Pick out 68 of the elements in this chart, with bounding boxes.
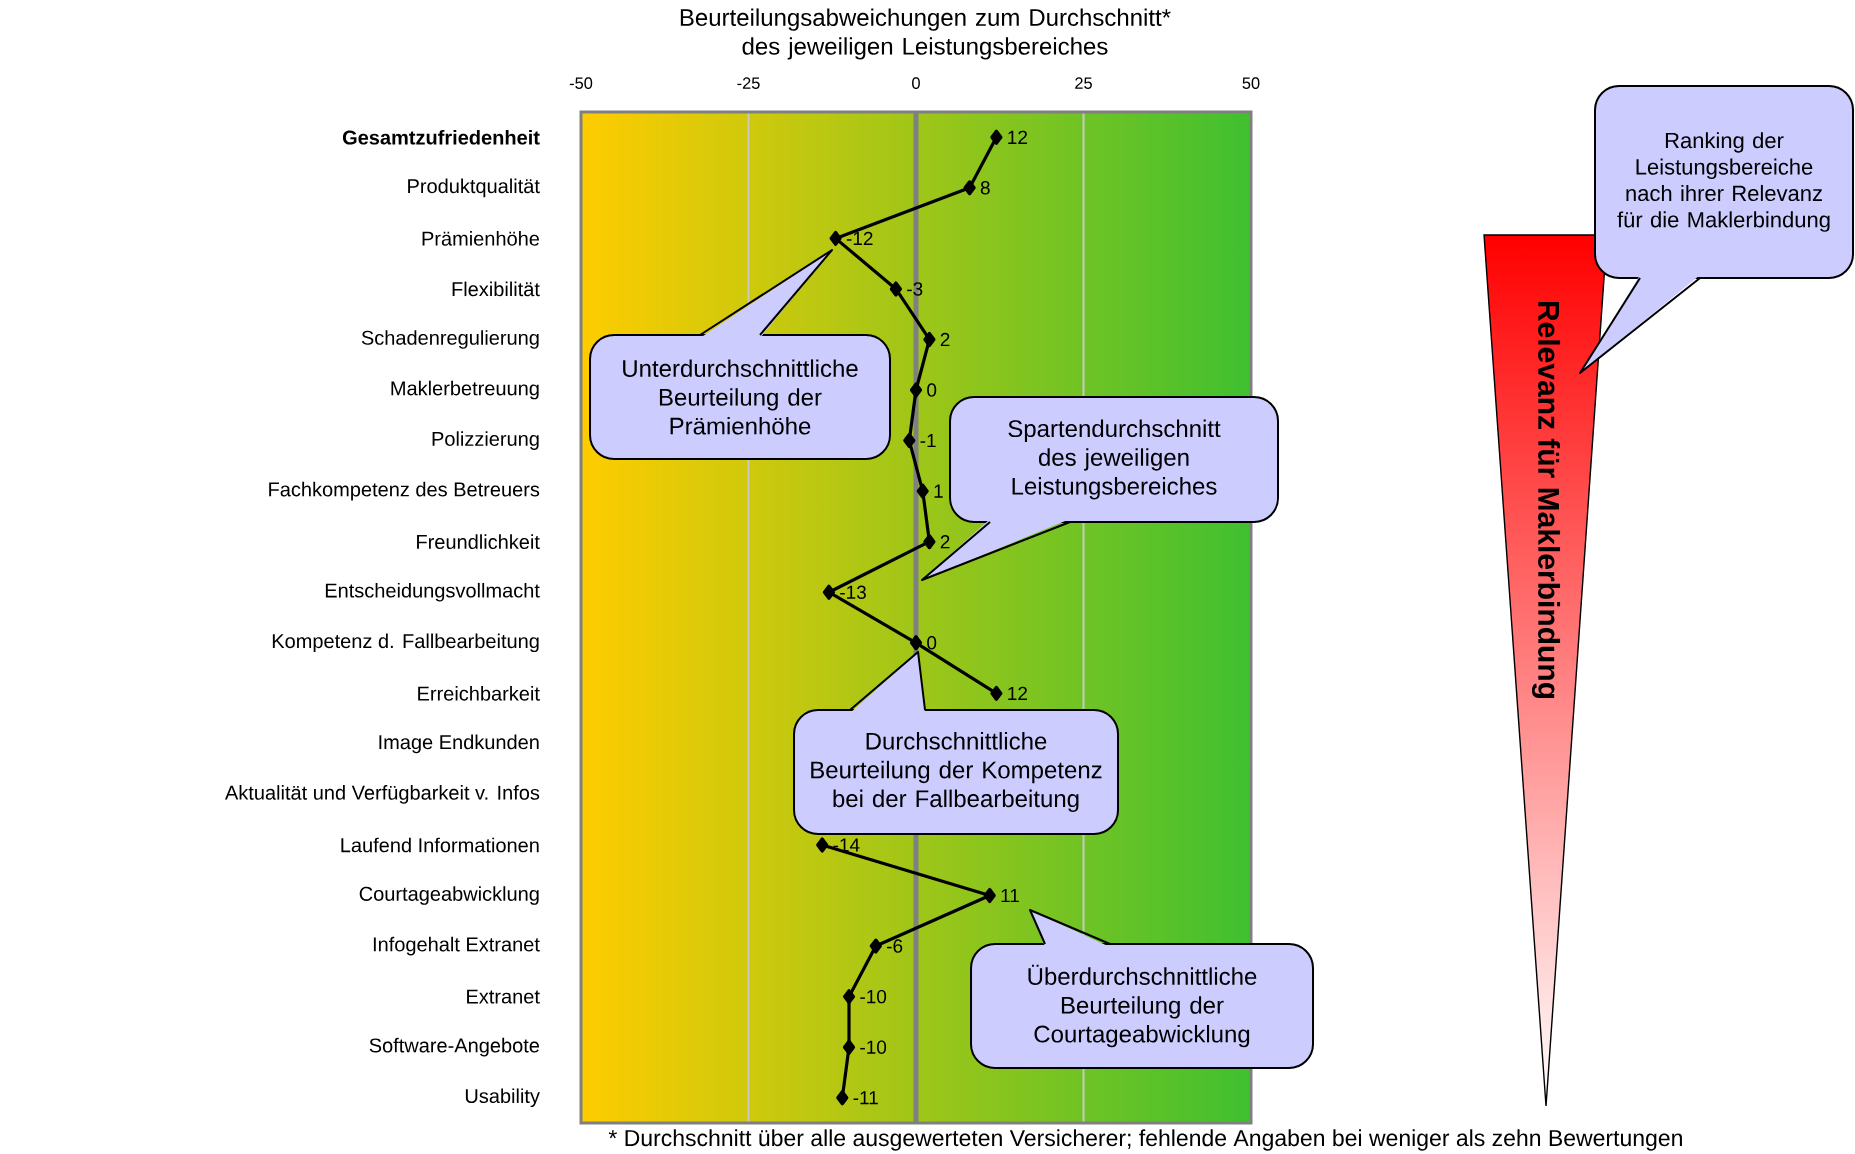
y-tick-label: Entscheidungsvollmacht	[325, 582, 540, 602]
data-label: -12	[846, 231, 873, 246]
y-tick-label: Laufend Informationen	[341, 837, 539, 853]
text: Relevanz für Maklerbindung	[1531, 301, 1561, 698]
y-tick-label: Fachkompetenz des Betreuers	[269, 481, 540, 501]
point	[990, 129, 1003, 145]
x-tick-label: 50	[1242, 77, 1260, 89]
point	[923, 534, 936, 550]
point	[963, 180, 976, 196]
y-tick-label: Extranet	[467, 989, 540, 1004]
y-tick-label: Image Endkunden	[379, 734, 539, 754]
data-label: 11	[1001, 888, 1019, 903]
data-label: -13	[840, 585, 866, 599]
y-tick-label: Erreichbarkeit	[418, 685, 540, 701]
text: * Durchschnitt über alle ausgewerteten Versicherer; fehlende Angaben bei weniger als zehn Bewertungen	[608, 1129, 1682, 1151]
point	[829, 230, 842, 246]
y-tick-label: Maklerbetreuung	[391, 380, 539, 400]
chart-title: Beurteilungsabweichungen zum Durchschnitt* des jeweiligen Leistungsbereiches	[680, 8, 1171, 60]
point	[842, 989, 856, 1005]
x-tick-label: -50	[569, 77, 593, 89]
y-tick-label: Infogehalt Extranet	[373, 936, 540, 956]
data-label: 12	[1008, 686, 1027, 700]
point	[822, 584, 836, 600]
y-tick-label: Polizzierung	[432, 431, 539, 450]
text: Ranking der Leistungsbereiche nach ihrer Relevanz für die Maklerbindung	[1617, 132, 1830, 232]
data-label: 2	[940, 332, 950, 347]
point	[842, 1039, 856, 1055]
point	[836, 1090, 849, 1106]
y-tick-label: Aktualität und Verfügbarkeit v. Infos	[224, 785, 540, 804]
x-tick-label: 25	[1075, 77, 1092, 89]
annotation: Spartendurchschnitt des jeweiligen Leistungsbereiches	[1008, 419, 1221, 500]
y-tick-label: Kompetenz d. Fallbearbeitung	[272, 633, 539, 653]
y-tick-label: Schadenregulierung	[361, 330, 539, 349]
data-label: -6	[887, 939, 903, 953]
point	[889, 281, 902, 297]
x-tick-label: 0	[912, 77, 920, 89]
y-tick-label: Freundlichkeit	[417, 534, 540, 550]
data-label: -11	[853, 1091, 878, 1105]
y-tick-label: Usability	[465, 1088, 540, 1108]
point	[909, 382, 923, 398]
point	[990, 685, 1003, 701]
annotation: Durchschnittliche Beurteilung der Kompetenz bei der Fallbearbeitung	[811, 732, 1102, 812]
data-label: 8	[980, 181, 990, 195]
point	[903, 432, 916, 449]
annotation: Überdurchschnittliche Beurteilung der Courtageabwicklung	[1028, 964, 1257, 1048]
data-label: 1	[934, 484, 943, 498]
annotation: Unterdurchschnittliche Beurteilung der Prämienhöhe	[623, 359, 858, 435]
point	[816, 837, 829, 853]
y-tick-label: Produktqualität	[408, 178, 540, 198]
point	[869, 938, 882, 954]
data-label: -3	[907, 282, 923, 296]
data-label: -10	[860, 1040, 887, 1054]
y-tick-label: Software-Angebote	[369, 1037, 540, 1057]
data-label: 12	[1008, 130, 1027, 144]
data-label: -1	[920, 434, 936, 448]
data-label: 2	[940, 535, 950, 549]
point	[916, 483, 929, 499]
y-tick-label: Flexibilität	[452, 281, 540, 297]
y-tick-label: Courtageabwicklung	[359, 886, 539, 905]
point	[909, 635, 923, 651]
data-label: 0	[927, 636, 937, 650]
point	[983, 887, 996, 904]
data-label: -10	[860, 989, 887, 1004]
y-tick-label: Prämienhöhe	[422, 231, 540, 246]
y-tick-label: Gesamtzufriedenheit	[342, 129, 540, 145]
point	[923, 331, 936, 348]
x-tick-label: -25	[737, 77, 760, 89]
data-label: 0	[927, 383, 937, 397]
